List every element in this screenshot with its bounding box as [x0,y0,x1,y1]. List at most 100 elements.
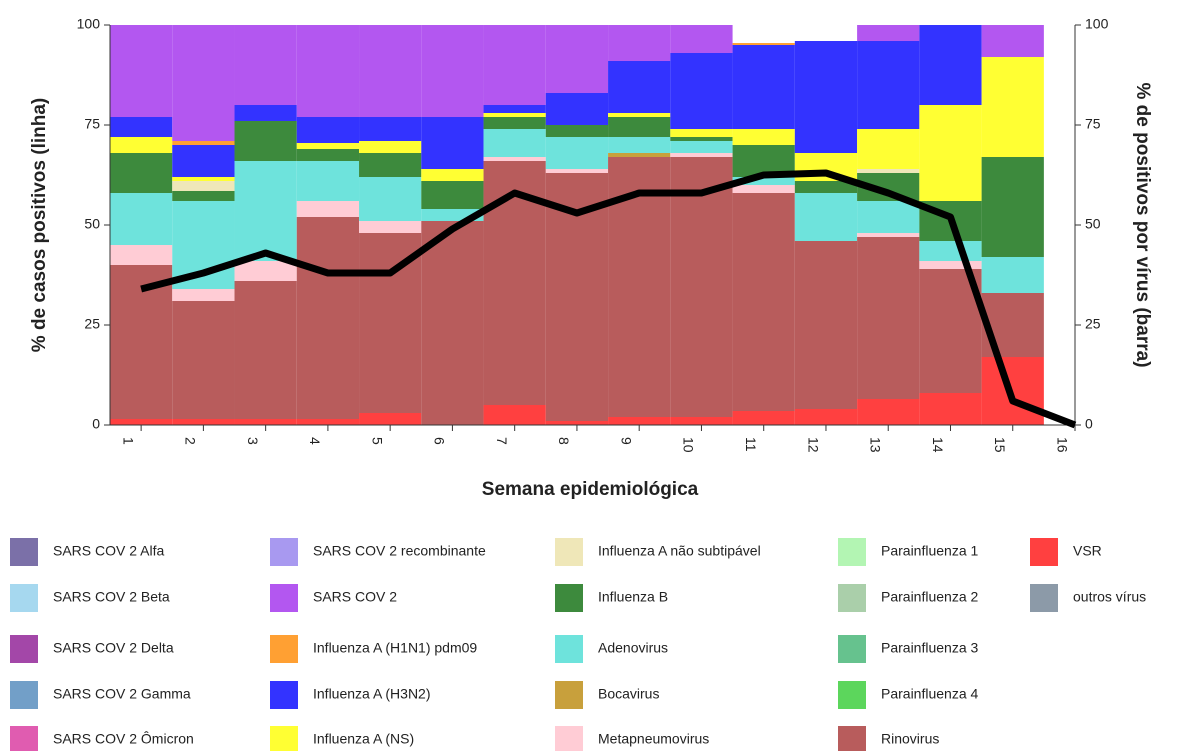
bar-segment [670,129,733,137]
bar-segment [421,169,484,181]
bar-segment [857,399,920,425]
legend-label: SARS COV 2 [313,589,397,605]
bar-segment [172,181,235,191]
y2-tick-label: 100 [1085,16,1109,32]
x-tick-label: 7 [494,437,510,445]
legend-swatch [555,584,583,612]
bar-segment [359,153,422,177]
legend-label: Parainfluenza 3 [881,640,979,656]
x-tick-label: 1 [120,437,136,445]
bar-segment [296,143,360,149]
bar-segment [483,157,546,161]
legend-swatch [555,538,583,566]
x-tick-label: 5 [369,437,385,445]
bar-segment [794,41,858,153]
x-axis-title: Semana epidemiológica [482,479,699,500]
legend-label: Adenovirus [598,640,668,656]
legend-label: SARS COV 2 Gamma [53,686,191,702]
bar-segment [670,141,733,153]
bar-segment [981,257,1044,293]
legend-swatch [270,635,298,663]
bar-segment [608,25,671,61]
legend-label: Parainfluenza 1 [881,543,979,559]
bar-segment [545,93,609,125]
x-tick-label: 11 [743,437,759,452]
bar-segment [483,113,546,117]
bar-segment [670,25,733,53]
bar-segment [234,25,297,105]
bar-segment [359,221,422,233]
bar-segment [172,191,235,201]
bar-segment [359,25,422,117]
legend-swatch [555,726,583,751]
line [140,169,1077,429]
legend-swatch [270,681,298,709]
bar-segment [296,117,360,143]
bar-segment [670,157,733,417]
x-tick-label: 15 [992,437,1008,453]
bar-segment [483,105,546,113]
bar-segment [919,393,982,425]
bar-segment [172,289,235,301]
bar-segment [110,193,173,245]
y-tick-label: 100 [77,16,101,32]
bar-segment [234,161,297,261]
bar-segment [732,129,795,145]
x-tick-label: 8 [556,437,572,445]
legend-swatch [838,635,866,663]
bar-segment [296,201,360,217]
legend-swatch [10,635,38,663]
bar-segment [545,125,609,137]
legend-swatch [270,726,298,751]
y2-tick-label: 75 [1085,116,1101,132]
bar-segment [421,181,484,209]
bar-segment [483,129,546,157]
bar-segment [296,149,360,161]
bar-segment [172,177,235,181]
legend-swatch [270,538,298,566]
x-tick-label: 14 [930,437,946,453]
bar-segment [857,129,920,169]
bar-segment [732,43,795,45]
bar-segment [608,137,671,153]
bar-segment [545,25,609,93]
x-tick-label: 2 [183,437,199,445]
legend-swatch [838,538,866,566]
legend-label: Parainfluenza 2 [881,589,979,605]
bar-segment [234,105,297,121]
y2-tick-label: 50 [1085,216,1101,232]
bar-segment [545,421,609,425]
legend-label: Rinovirus [881,731,939,747]
bar-segment [732,185,795,193]
y-axis-title: % de casos positivos (linha) [29,98,50,352]
bar-segment [981,57,1044,157]
bar-segment [919,261,982,269]
y-tick-label: 0 [92,416,100,432]
bar-segment [732,411,795,425]
bar-segment [732,45,795,129]
legend-swatch [838,584,866,612]
bar-segment [919,269,982,393]
bar-segment [483,405,546,425]
bar-segment [857,169,920,173]
bar-segment [857,25,920,41]
y2-tick-label: 0 [1085,416,1093,432]
legend-swatch [1030,538,1058,566]
bar-segment [172,301,235,419]
bar-segment [794,181,858,193]
bar-segment [172,145,235,177]
bar-segment [857,237,920,399]
bar-segment [234,281,297,419]
bar-segment [172,141,235,145]
x-tick-label: 9 [618,437,634,445]
bar-segment [483,25,546,105]
bar-segment [794,241,858,409]
legend-label: Bocavirus [598,686,659,702]
legend-label: Influenza B [598,589,668,605]
legend-label: outros vírus [1073,589,1146,605]
x-tick-label: 10 [681,437,697,453]
bar-segment [234,419,297,425]
x-tick-label: 12 [805,437,821,453]
legend-label: Influenza A (H1N1) pdm09 [313,640,477,656]
